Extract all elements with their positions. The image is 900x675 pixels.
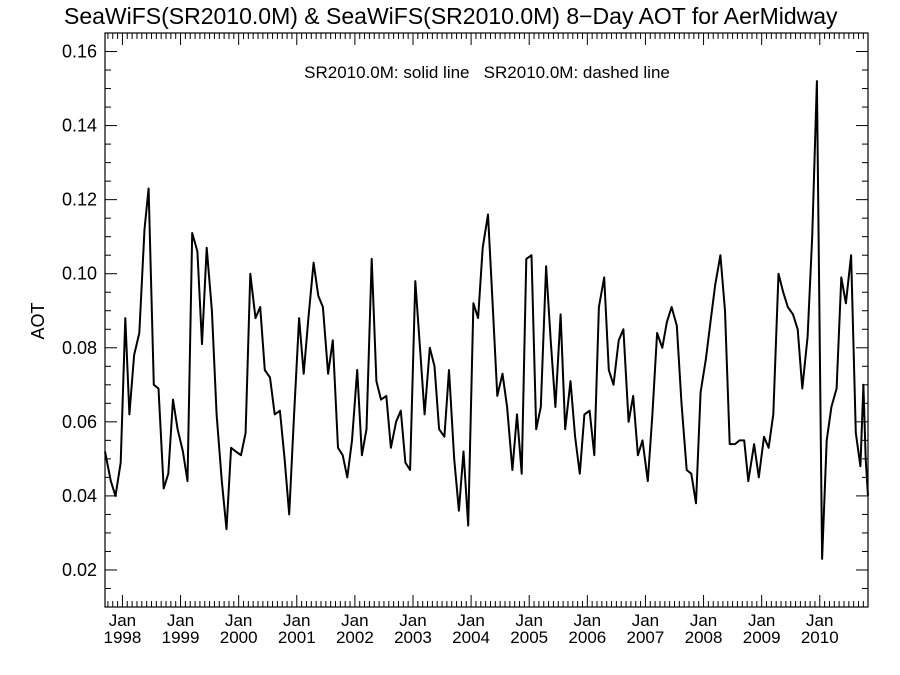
x-tick-year: 1998 [104, 628, 142, 647]
x-tick-month: Jan [516, 611, 543, 630]
plot-frame [104, 32, 869, 608]
x-tick-year: 2001 [278, 628, 316, 647]
x-tick-year: 2000 [220, 628, 258, 647]
y-tick-label: 0.10 [62, 264, 97, 284]
x-tick-month: Jan [806, 611, 833, 630]
y-tick-label: 0.04 [62, 486, 97, 506]
x-tick-month: Jan [283, 611, 310, 630]
y-tick-label: 0.02 [62, 560, 97, 580]
x-tick-year: 2007 [627, 628, 665, 647]
x-tick-year: 2005 [510, 628, 548, 647]
legend-note: SR2010.0M: solid line SR2010.0M: dashed … [304, 63, 670, 82]
x-tick-year: 2009 [743, 628, 781, 647]
y-axis-ticks: 0.02 0.04 0.06 0.08 0.10 0.12 0.14 0.16 [62, 32, 868, 608]
series-lines [104, 80, 869, 560]
x-tick-month: Jan [748, 611, 775, 630]
x-tick-year: 2002 [336, 628, 374, 647]
x-tick-year: 2004 [452, 628, 490, 647]
y-axis-label: AOT [28, 302, 48, 339]
x-tick-month: Jan [167, 611, 194, 630]
y-tick-label: 0.12 [62, 190, 97, 210]
y-tick-label: 0.08 [62, 338, 97, 358]
x-axis-ticks: Jan1998Jan1999Jan2000Jan2001Jan2002Jan20… [104, 33, 864, 647]
y-tick-label: 0.16 [62, 42, 97, 62]
y-tick-label: 0.14 [62, 116, 97, 136]
x-tick-year: 2010 [801, 628, 839, 647]
aot-series-line [104, 80, 869, 560]
axes [104, 32, 869, 608]
chart-title: SeaWiFS(SR2010.0M) & SeaWiFS(SR2010.0M) … [64, 3, 838, 29]
y-tick-label: 0.06 [62, 412, 97, 432]
x-tick-year: 2008 [685, 628, 723, 647]
x-tick-month: Jan [632, 611, 659, 630]
x-tick-month: Jan [399, 611, 426, 630]
x-tick-year: 2003 [394, 628, 432, 647]
x-tick-month: Jan [341, 611, 368, 630]
x-tick-year: 2006 [568, 628, 606, 647]
x-tick-month: Jan [109, 611, 136, 630]
x-tick-month: Jan [225, 611, 252, 630]
x-tick-month: Jan [574, 611, 601, 630]
x-tick-year: 1999 [162, 628, 200, 647]
x-tick-month: Jan [457, 611, 484, 630]
x-tick-month: Jan [690, 611, 717, 630]
